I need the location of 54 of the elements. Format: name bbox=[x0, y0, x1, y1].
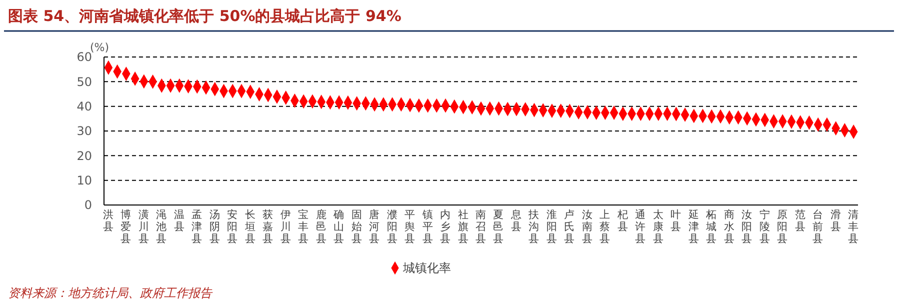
x-tick-label: 潢川县 bbox=[138, 208, 150, 245]
x-tick-label: 上蔡县 bbox=[600, 208, 611, 245]
x-tick-label: 濮阳县 bbox=[386, 209, 398, 245]
x-tick-label: 平舆县 bbox=[404, 209, 416, 245]
x-tick-label: 原阳县 bbox=[777, 209, 788, 245]
x-tick-label: 固始县 bbox=[351, 209, 362, 245]
text: 资料来源：地方统计局、政府工作报告 bbox=[8, 286, 213, 300]
x-tick-label: 扶沟县 bbox=[528, 208, 540, 245]
chart-title: 图表 54、河南省城镇化率低于 50%的县城占比高于 94% bbox=[8, 7, 402, 25]
x-tick-label: 汝阳县 bbox=[742, 209, 753, 245]
x-tick-label: 通许县 bbox=[635, 208, 646, 245]
x-tick-label: 洪县 bbox=[102, 208, 114, 233]
x-tick-label: 汝南县 bbox=[582, 209, 593, 245]
x-tick-label: 南召县 bbox=[476, 208, 486, 245]
x-tick-label: 范县 bbox=[794, 208, 806, 233]
x-tick-label: 孟津县 bbox=[192, 209, 203, 245]
x-tick-label: 温县 bbox=[174, 209, 185, 233]
y-tick-label: 0 bbox=[84, 198, 92, 212]
x-tick-label: 息县 bbox=[510, 208, 522, 233]
x-tick-label: 柘城县 bbox=[705, 209, 718, 245]
x-tick-label: 确山县 bbox=[332, 209, 345, 245]
y-tick-label: 30 bbox=[76, 124, 92, 138]
x-tick-label: 宁陵县 bbox=[759, 208, 770, 245]
x-tick-label: 台前县 bbox=[812, 208, 824, 245]
x-tick-label: 夏邑县 bbox=[493, 209, 504, 245]
x-tick-label: 社旗县 bbox=[458, 208, 469, 245]
x-tick-label: 商水县 bbox=[724, 208, 735, 245]
x-tick-label: 叶县 bbox=[670, 208, 682, 233]
x-tick-label: 汤阴县 bbox=[209, 209, 220, 245]
y-tick-label: 60 bbox=[76, 50, 92, 64]
x-tick-label: 唐河县 bbox=[369, 208, 380, 245]
x-tick-label: 镇平县 bbox=[421, 209, 434, 245]
legend-label: 城镇化率 bbox=[402, 261, 451, 276]
x-tick-label: 淮阳县 bbox=[546, 208, 558, 245]
y-tick-label: 20 bbox=[76, 148, 92, 163]
x-tick-label: 太康县 bbox=[652, 208, 664, 245]
x-tick-label: 延津县 bbox=[687, 209, 700, 245]
x-tick-label: 鹿邑县 bbox=[316, 208, 327, 245]
x-tick-label: 长垣县 bbox=[244, 208, 256, 245]
x-tick-label: 博爱县 bbox=[120, 208, 132, 245]
y-tick-label: 40 bbox=[76, 100, 92, 114]
x-tick-label: 安阳县 bbox=[227, 208, 238, 245]
x-tick-label: 清丰县 bbox=[848, 208, 860, 245]
x-tick-label: 宝丰县 bbox=[298, 208, 310, 245]
x-tick-label: 伊川县 bbox=[280, 209, 292, 245]
x-tick-label: 获嘉县 bbox=[262, 208, 274, 245]
x-tick-label: 卢氏县 bbox=[564, 208, 576, 245]
x-tick-label: 滑县 bbox=[830, 209, 842, 233]
y-axis-title: (%) bbox=[90, 41, 110, 54]
y-tick-label: 10 bbox=[76, 174, 92, 188]
y-tick-label: 50 bbox=[76, 74, 92, 89]
x-tick-label: 杞县 bbox=[616, 209, 628, 233]
x-tick-label: 内乡县 bbox=[440, 208, 452, 245]
x-tick-label: 渑池县 bbox=[156, 209, 168, 245]
